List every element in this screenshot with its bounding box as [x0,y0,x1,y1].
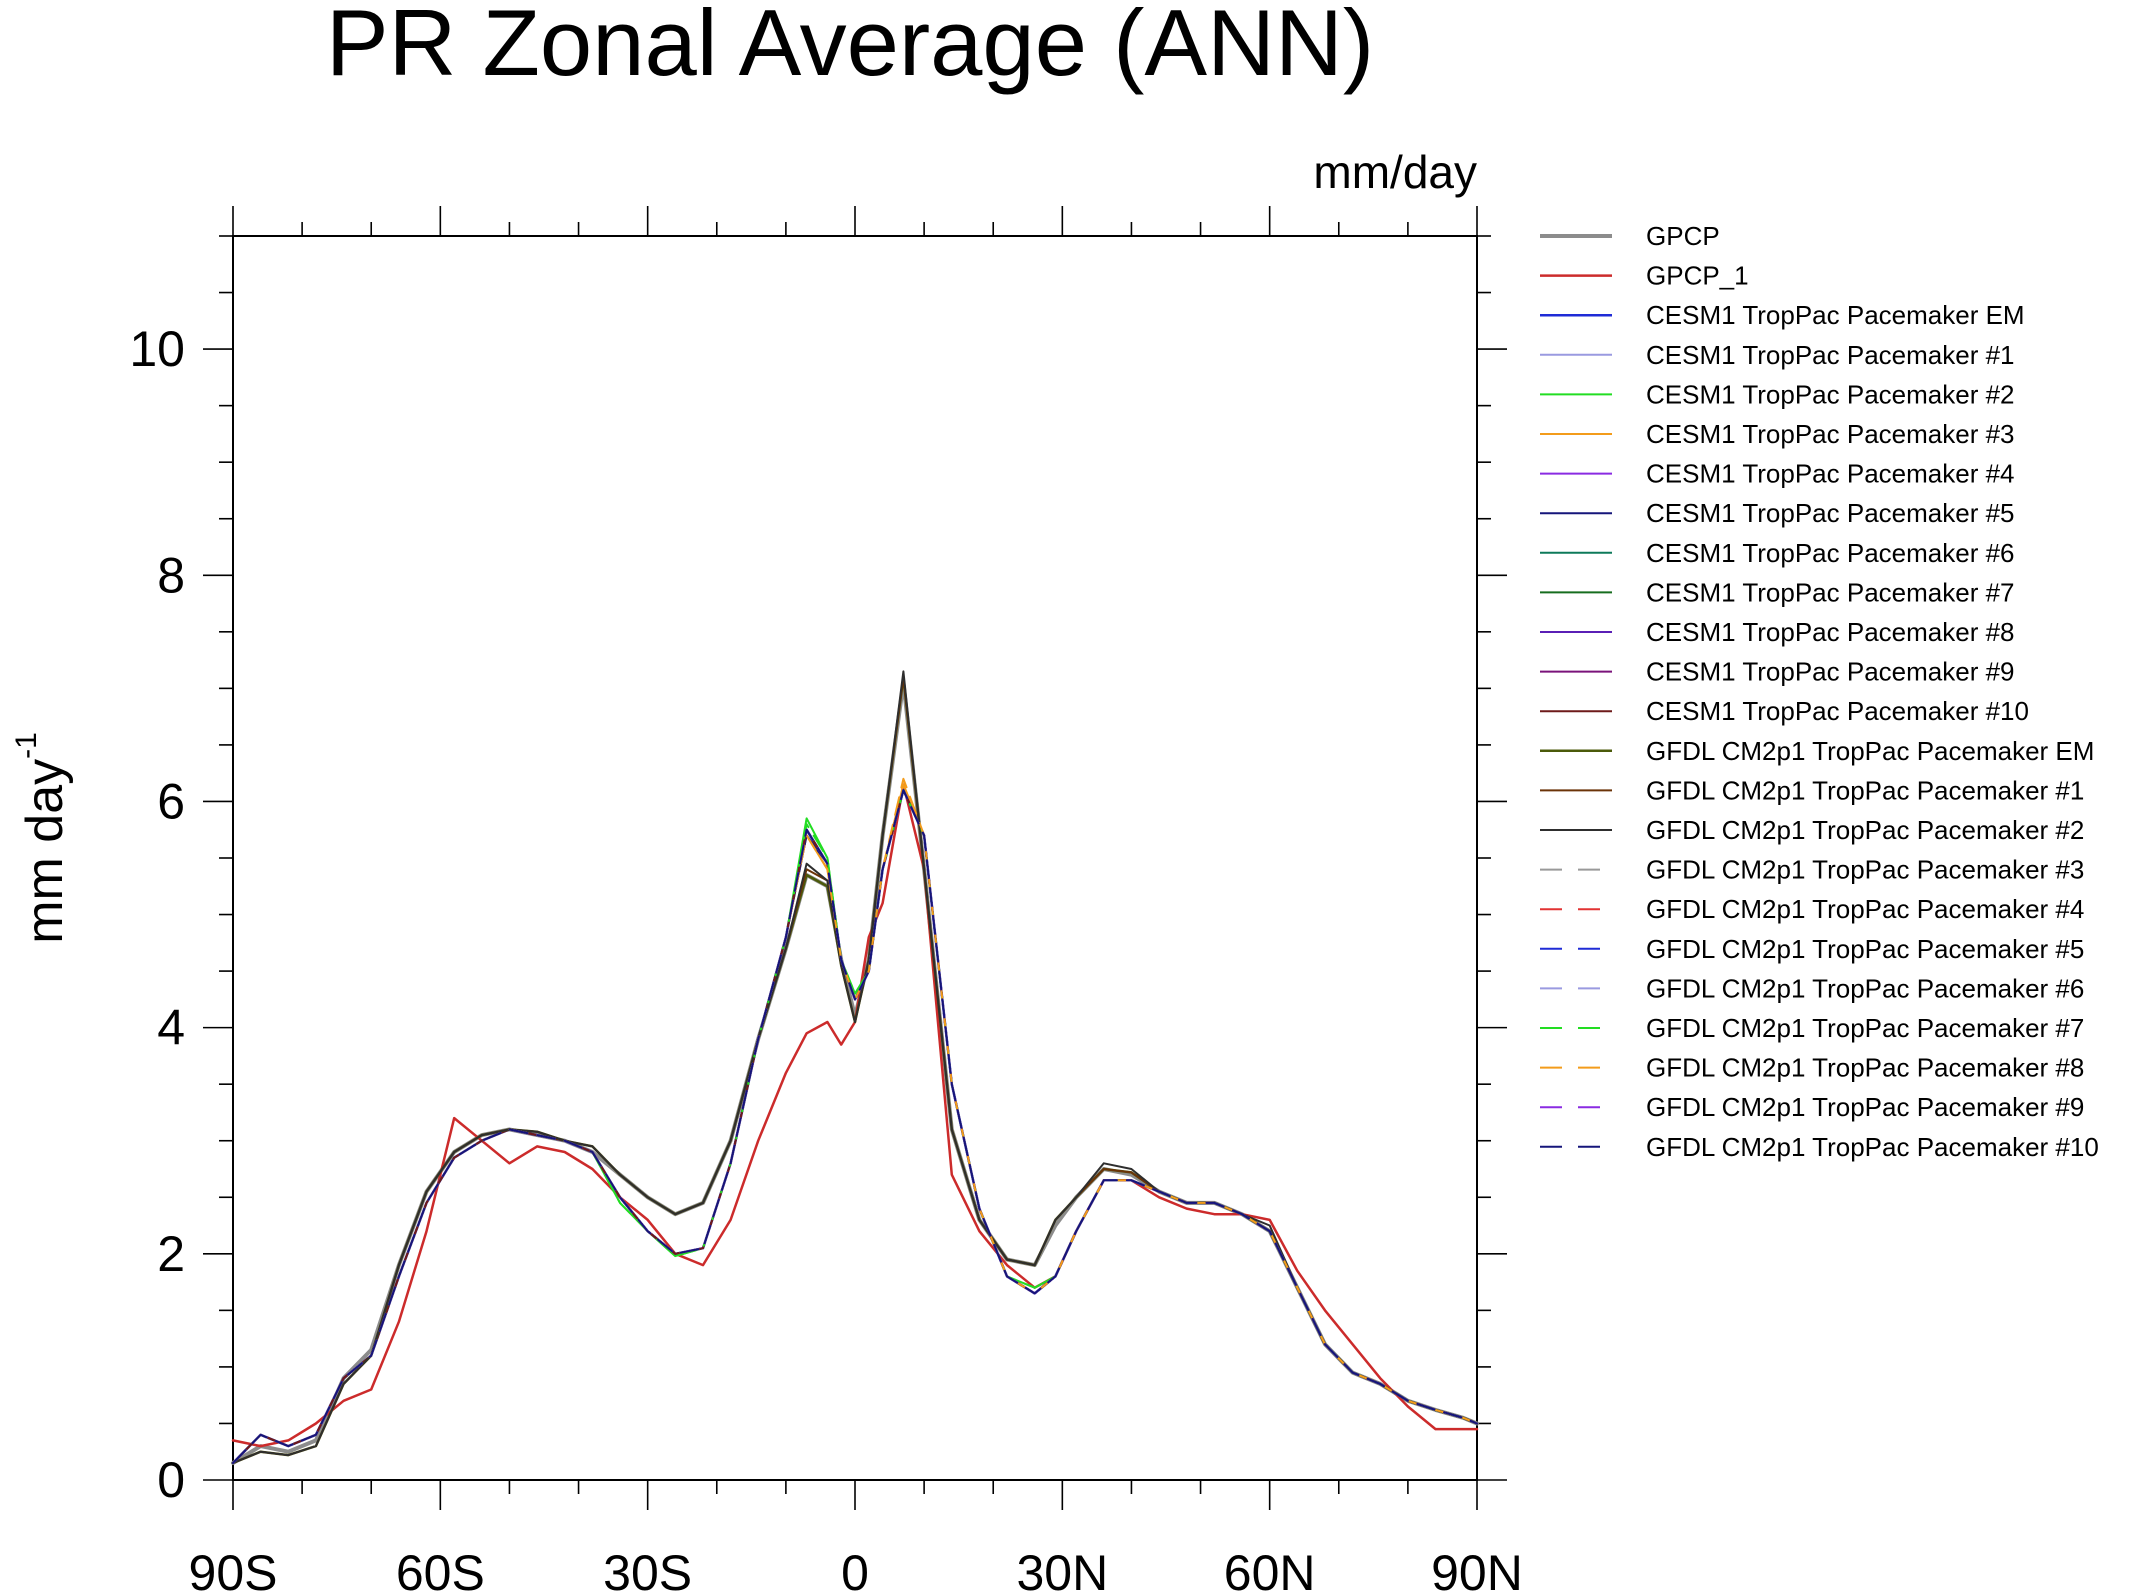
y-axis-label: mm day-1 [10,732,74,944]
y-tick-label: 8 [157,547,185,603]
legend-label: GFDL CM2p1 TropPac Pacemaker #5 [1646,934,2084,964]
y-tick-label: 4 [157,1000,185,1056]
units-label: mm/day [1313,146,1477,198]
series-line [231,783,1479,1448]
legend-label: CESM1 TropPac Pacemaker EM [1646,300,2025,330]
series-line [232,789,1478,1464]
x-axis-ticks: 90S 60S 30S 0 30N 60N 90N [189,206,1523,1595]
legend-label: GFDL CM2p1 TropPac Pacemaker #9 [1646,1092,2084,1122]
legend-label: CESM1 TropPac Pacemaker #4 [1646,459,2015,489]
legend-label: CESM1 TropPac Pacemaker #10 [1646,696,2029,726]
series-line [231,680,1479,1465]
series-line [232,777,1478,1464]
series-line [232,789,1478,1464]
series-line [232,789,1478,1464]
series-line [232,789,1478,1464]
y-axis-label-superscript: -1 [10,732,43,759]
y-axis-title: mm day-1 [10,732,74,944]
legend-label: GFDL CM2p1 TropPac Pacemaker #6 [1646,973,2084,1003]
x-tick-label: 90S [189,1545,278,1595]
y-tick-label: 2 [157,1226,185,1282]
legend-label: CESM1 TropPac Pacemaker #6 [1646,538,2015,568]
plot-frame [232,235,1478,1481]
series-lines [231,670,1479,1465]
chart-title: PR Zonal Average (ANN) [326,0,1374,95]
legend-label: GFDL CM2p1 TropPac Pacemaker #1 [1646,775,2084,805]
y-tick-label: 10 [129,321,185,377]
legend: GPCP GPCP_1 CESM1 TropPac Pacemaker EM CESM… [1540,221,2099,1162]
legend-label: GPCP [1646,221,1720,251]
y-tick-label: 6 [157,773,185,829]
series-line [232,789,1478,1464]
series-line [232,789,1478,1464]
series-line [231,675,1479,1465]
series-line [232,789,1478,1464]
legend-label: CESM1 TropPac Pacemaker #7 [1646,577,2015,607]
x-tick-label: 90N [1431,1545,1523,1595]
series-line [232,676,1478,1464]
series-line [232,789,1478,1464]
legend-label: GFDL CM2p1 TropPac Pacemaker #3 [1646,855,2084,885]
series-line [232,789,1478,1464]
legend-label: CESM1 TropPac Pacemaker #3 [1646,419,2015,449]
y-axis-label-base: mm day [16,759,74,944]
x-tick-label: 60N [1224,1545,1316,1595]
x-tick-label: 30N [1016,1545,1108,1595]
legend-label: GFDL CM2p1 TropPac Pacemaker #7 [1646,1013,2084,1043]
series-line [232,789,1478,1464]
x-tick-label: 30S [603,1545,692,1595]
series-line [232,789,1478,1464]
legend-label: CESM1 TropPac Pacemaker #9 [1646,657,2015,687]
legend-label: GFDL CM2p1 TropPac Pacemaker #4 [1646,894,2084,924]
series-line [232,783,1478,1464]
series-line [232,789,1478,1464]
legend-label: CESM1 TropPac Pacemaker #5 [1646,498,2015,528]
legend-label: GFDL CM2p1 TropPac Pacemaker EM [1646,736,2094,766]
series-line [231,788,1479,1465]
y-axis-ticks: 0 2 4 6 8 10 [129,235,1507,1508]
x-tick-label: 0 [841,1545,869,1595]
x-tick-label: 60S [396,1545,485,1595]
legend-label: GFDL CM2p1 TropPac Pacemaker #10 [1646,1132,2099,1162]
legend-label: GPCP_1 [1646,261,1749,291]
legend-label: GFDL CM2p1 TropPac Pacemaker #8 [1646,1053,2084,1083]
legend-label: CESM1 TropPac Pacemaker #2 [1646,379,2015,409]
legend-label: GFDL CM2p1 TropPac Pacemaker #2 [1646,815,2084,845]
legend-label: CESM1 TropPac Pacemaker #1 [1646,340,2015,370]
series-line [232,789,1478,1464]
plot-border [232,235,1478,1481]
series-line [232,670,1478,1464]
y-tick-label: 0 [157,1452,185,1508]
series-line [232,789,1478,1464]
legend-label: CESM1 TropPac Pacemaker #8 [1646,617,2015,647]
series-line [232,789,1478,1464]
series-line [232,789,1478,1464]
